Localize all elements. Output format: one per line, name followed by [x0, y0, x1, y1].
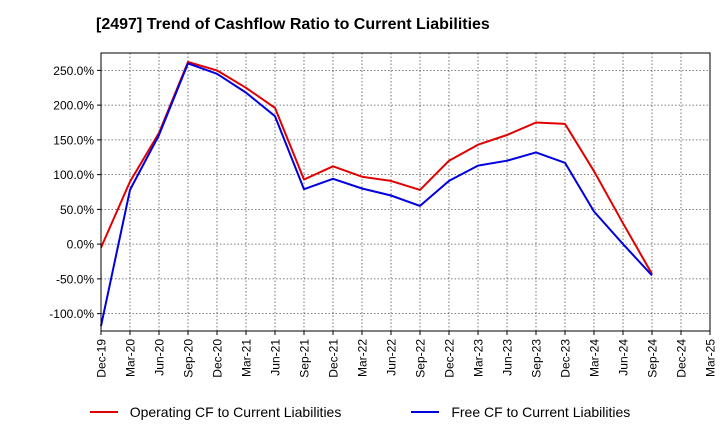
- x-tick-label: Dec-24: [675, 339, 689, 378]
- x-tick-label: Mar-24: [588, 339, 602, 377]
- legend-swatch-operating-cf: [89, 411, 118, 413]
- x-tick-label: Sep-20: [182, 339, 196, 378]
- chart-title: [2497] Trend of Cashflow Ratio to Curren…: [96, 16, 490, 33]
- x-tick-label: Jun-23: [501, 339, 515, 376]
- x-tick-label: Jun-22: [385, 339, 399, 376]
- x-tick-label: Dec-22: [443, 339, 457, 378]
- legend-item-operating-cf: Operating CF to Current Liabilities: [89, 404, 342, 420]
- x-tick-label: Jun-21: [269, 339, 283, 376]
- plot-frame: [100, 52, 711, 332]
- x-tick-label: Sep-21: [298, 339, 312, 378]
- y-tick-label: -50.0%: [56, 272, 94, 286]
- x-tick-label: Mar-21: [240, 339, 254, 377]
- x-tick-label: Mar-22: [356, 339, 370, 377]
- x-tick-label: Dec-20: [211, 339, 225, 378]
- legend-label-free-cf: Free CF to Current Liabilities: [451, 404, 631, 420]
- y-tick-label: 200.0%: [53, 99, 94, 113]
- series-line-operating-cf: [100, 61, 653, 275]
- y-tick-label: 50.0%: [60, 203, 94, 217]
- legend-swatch-free-cf: [411, 411, 440, 413]
- y-tick-label: 100.0%: [53, 168, 94, 182]
- x-tick-label: Sep-22: [414, 339, 428, 378]
- x-tick-label: Mar-23: [472, 339, 486, 377]
- legend-item-free-cf: Free CF to Current Liabilities: [411, 404, 630, 420]
- y-tick-label: -100.0%: [49, 307, 94, 321]
- legend-label-operating-cf: Operating CF to Current Liabilities: [129, 404, 342, 420]
- legend: Operating CF to Current Liabilities Free…: [0, 404, 720, 420]
- y-tick-label: 250.0%: [53, 64, 94, 78]
- x-tick-label: Dec-21: [327, 339, 341, 378]
- x-tick-label: Jun-20: [153, 339, 167, 376]
- x-tick-label: Mar-20: [124, 339, 138, 377]
- y-tick-label: 0.0%: [67, 238, 95, 252]
- series-line-free-cf: [100, 62, 653, 327]
- x-tick-label: Jun-24: [617, 339, 631, 376]
- x-tick-label: Dec-19: [95, 339, 109, 378]
- x-tick-label: Sep-23: [530, 339, 544, 378]
- x-tick-label: Mar-25: [704, 339, 718, 377]
- y-tick-label: 150.0%: [53, 133, 94, 147]
- x-tick-label: Sep-24: [646, 339, 660, 378]
- x-tick-label: Dec-23: [559, 339, 573, 378]
